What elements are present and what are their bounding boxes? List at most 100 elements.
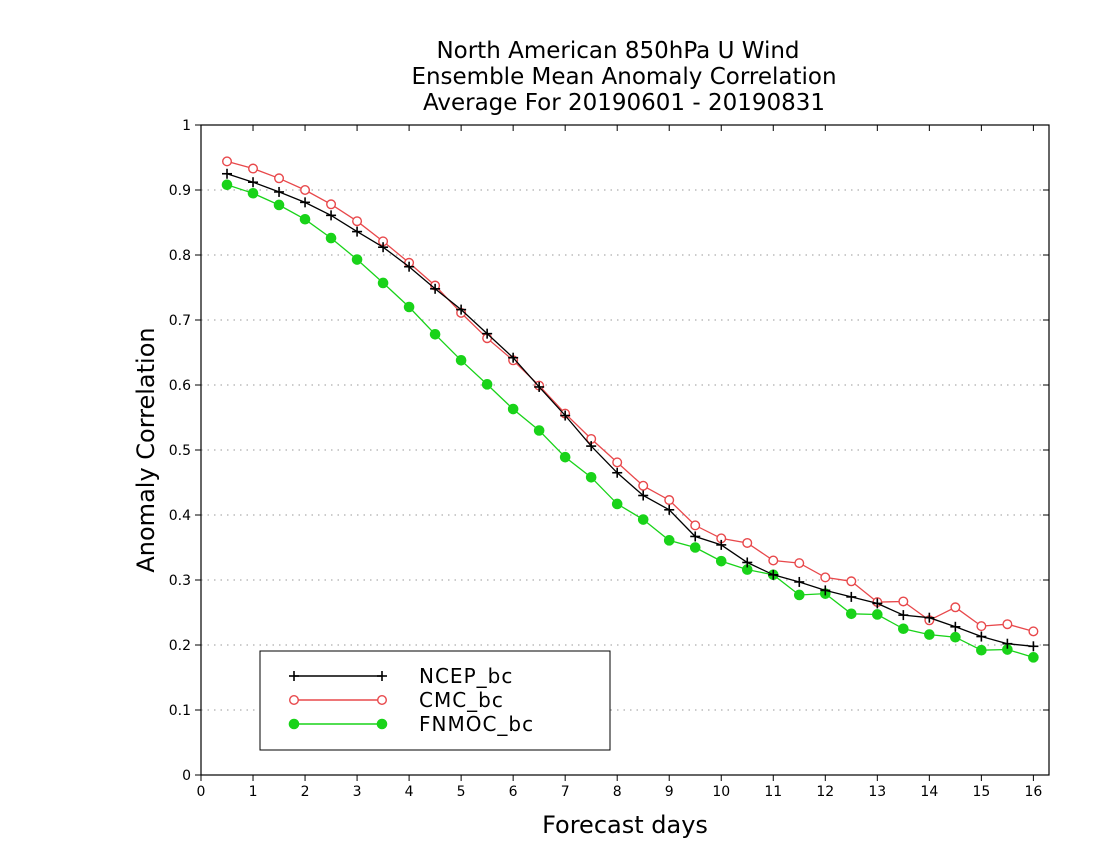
legend-marker-fnmoc-bc — [376, 718, 388, 730]
data-point-ncep-bc — [534, 381, 545, 392]
data-point-fnmoc-bc — [689, 542, 701, 553]
x-tick-label: 6 — [509, 784, 518, 800]
legend-label-cmc-bc: CMC_bc — [419, 688, 504, 712]
x-tick-label: 4 — [405, 784, 414, 800]
data-point-ncep-bc — [378, 242, 389, 253]
series-layer — [221, 156, 1039, 663]
data-point-fnmoc-bc — [429, 329, 441, 340]
data-point-fnmoc-bc — [846, 608, 857, 620]
data-point-fnmoc-bc — [924, 629, 935, 640]
data-point-ncep-bc — [248, 177, 259, 188]
legend-item-fnmoc-bc: FNMOC_bc — [288, 712, 534, 736]
x-tick-label: 14 — [920, 784, 938, 800]
series-line-fnmoc-bc — [226, 184, 1034, 659]
data-point-cmc-bc — [742, 537, 753, 548]
y-tick-label: 0.7 — [169, 313, 191, 329]
data-point-ncep-bc — [1028, 641, 1039, 652]
series-ncep-bc — [222, 168, 1039, 652]
legend-item-ncep-bc: NCEP_bc — [289, 664, 513, 688]
data-point-cmc-bc — [1002, 619, 1013, 630]
data-point-fnmoc-bc — [455, 355, 467, 366]
data-point-fnmoc-bc — [976, 644, 987, 656]
y-tick-label: 0.4 — [169, 508, 191, 524]
data-point-ncep-bc — [456, 304, 467, 315]
data-point-ncep-bc — [222, 168, 233, 179]
y-tick-label: 1 — [182, 118, 191, 134]
data-point-fnmoc-bc — [611, 498, 623, 510]
x-axis-label: Forecast days — [542, 811, 708, 839]
data-point-fnmoc-bc — [585, 472, 597, 483]
data-point-ncep-bc — [976, 631, 987, 642]
series-line-ncep-bc — [226, 173, 1034, 647]
data-point-cmc-bc — [846, 576, 857, 587]
y-tick-label: 0.6 — [169, 378, 191, 394]
legend-label-fnmoc-bc: FNMOC_bc — [419, 712, 534, 736]
legend-marker-ncep-bc — [289, 671, 299, 681]
data-point-fnmoc-bc — [481, 379, 493, 390]
data-point-cmc-bc — [638, 480, 649, 491]
y-tick-label: 0.9 — [169, 183, 191, 199]
data-point-ncep-bc — [274, 186, 285, 197]
data-point-cmc-bc — [222, 156, 233, 167]
y-tick-label: 0.3 — [169, 573, 191, 589]
legend-label-ncep-bc: NCEP_bc — [419, 664, 513, 688]
x-tick-label: 7 — [561, 784, 570, 800]
data-point-fnmoc-bc — [715, 555, 727, 567]
y-tick-label: 0.8 — [169, 248, 191, 264]
data-point-ncep-bc — [846, 591, 857, 602]
data-point-fnmoc-bc — [950, 631, 961, 643]
data-point-fnmoc-bc — [637, 514, 649, 525]
x-tick-label: 0 — [197, 784, 206, 800]
data-point-cmc-bc — [326, 199, 337, 210]
data-point-fnmoc-bc — [299, 213, 311, 225]
data-point-fnmoc-bc — [898, 623, 909, 635]
x-tick-label: 2 — [301, 784, 310, 800]
data-point-fnmoc-bc — [793, 589, 805, 601]
data-point-ncep-bc — [326, 210, 337, 221]
data-point-cmc-bc — [612, 457, 623, 468]
x-tick-label: 11 — [764, 784, 782, 800]
chart-title: North American 850hPa U Wind Ensemble Me… — [411, 38, 836, 116]
series-fnmoc-bc — [221, 179, 1039, 663]
data-point-fnmoc-bc — [247, 187, 259, 199]
data-point-cmc-bc — [950, 602, 961, 613]
y-tick-label: 0 — [182, 768, 191, 784]
data-point-cmc-bc — [248, 163, 259, 174]
data-point-cmc-bc — [664, 495, 675, 506]
x-tick-label: 16 — [1024, 784, 1042, 800]
data-point-fnmoc-bc — [533, 425, 545, 436]
data-point-fnmoc-bc — [507, 403, 519, 415]
data-point-ncep-bc — [716, 539, 727, 550]
data-point-ncep-bc — [872, 598, 883, 609]
data-point-ncep-bc — [898, 610, 909, 621]
series-cmc-bc — [222, 156, 1039, 637]
data-point-cmc-bc — [274, 173, 285, 184]
x-tick-label: 9 — [665, 784, 674, 800]
x-tick-label: 1 — [249, 784, 258, 800]
data-point-ncep-bc — [768, 569, 779, 580]
data-point-cmc-bc — [768, 555, 779, 566]
series-line-cmc-bc — [226, 160, 1034, 633]
x-tick-label: 10 — [712, 784, 730, 800]
data-point-ncep-bc — [560, 410, 571, 421]
x-tick-label: 8 — [613, 784, 622, 800]
chart-title-line-3: Average For 20190601 - 20190831 — [423, 90, 825, 116]
y-axis-label: Anomaly Correlation — [132, 327, 160, 572]
data-point-ncep-bc — [690, 531, 701, 542]
data-point-ncep-bc — [482, 328, 493, 339]
data-point-fnmoc-bc — [872, 609, 883, 620]
legend-item-cmc-bc: CMC_bc — [289, 688, 504, 712]
data-point-cmc-bc — [300, 184, 311, 195]
data-point-ncep-bc — [638, 490, 649, 501]
data-point-cmc-bc — [690, 520, 701, 531]
data-point-fnmoc-bc — [403, 301, 415, 313]
data-point-ncep-bc — [404, 261, 415, 272]
data-point-fnmoc-bc — [1028, 652, 1039, 663]
data-point-fnmoc-bc — [559, 451, 571, 463]
data-point-ncep-bc — [1002, 638, 1013, 649]
x-tick-label: 3 — [353, 784, 362, 800]
legend-marker-fnmoc-bc — [288, 718, 300, 730]
data-point-cmc-bc — [898, 596, 909, 607]
